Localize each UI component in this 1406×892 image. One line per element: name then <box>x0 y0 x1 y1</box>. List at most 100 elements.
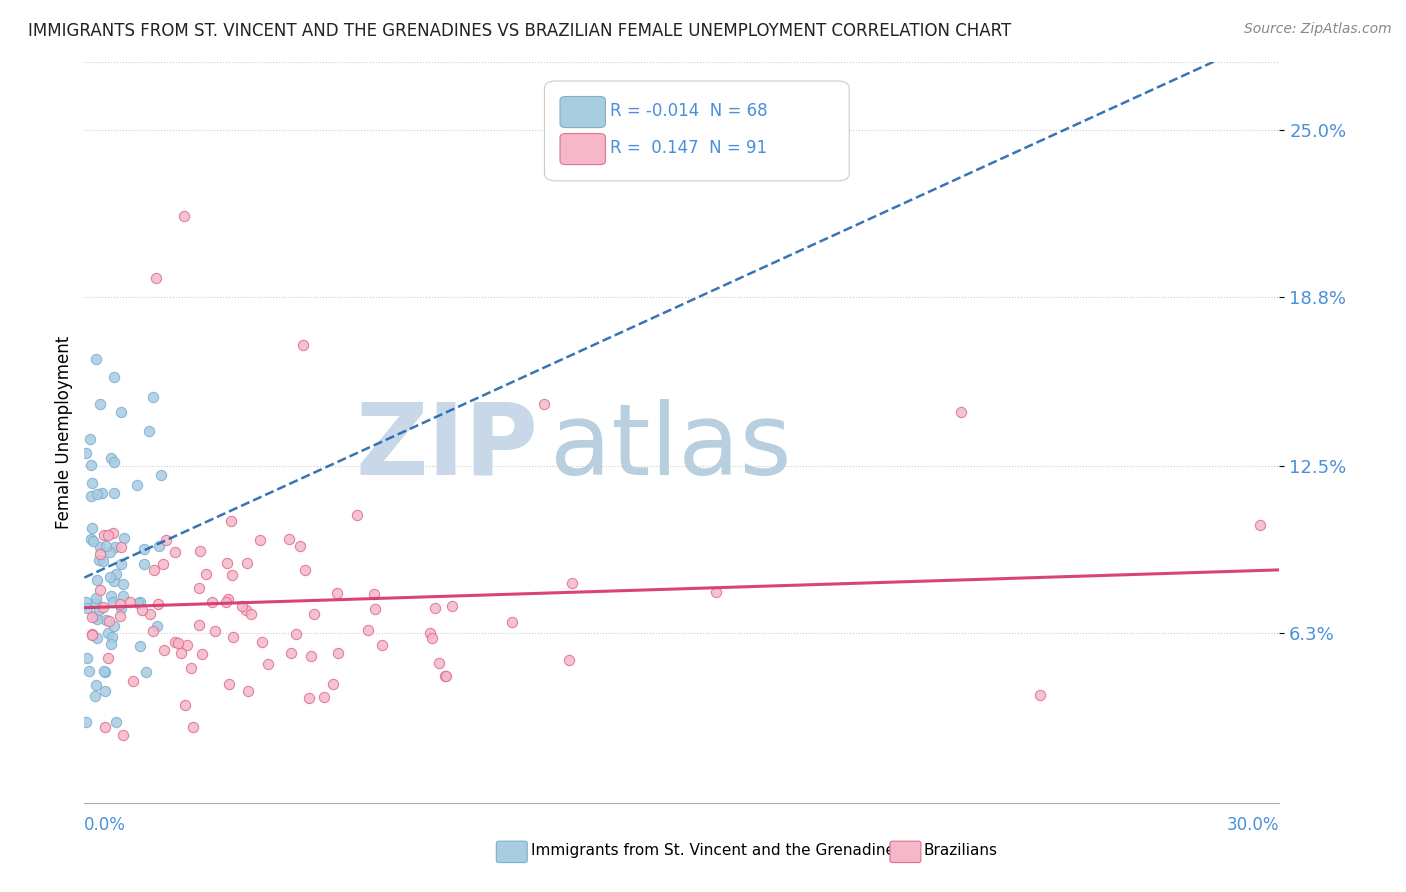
Point <box>533 397 555 411</box>
Point <box>292 338 315 352</box>
Point <box>104 540 127 554</box>
Point <box>153 642 176 657</box>
Point <box>145 270 167 285</box>
Point <box>217 557 239 571</box>
Text: Source: ZipAtlas.com: Source: ZipAtlas.com <box>1244 22 1392 37</box>
Point <box>90 486 112 500</box>
Point <box>103 455 125 469</box>
Point <box>180 661 202 675</box>
Point <box>257 657 280 672</box>
Point <box>501 615 523 629</box>
Point <box>97 651 120 665</box>
Point <box>138 424 160 438</box>
Point <box>201 595 224 609</box>
Point <box>148 539 170 553</box>
Point <box>93 665 115 680</box>
Text: R = -0.014  N = 68: R = -0.014 N = 68 <box>610 102 768 120</box>
Point <box>84 596 107 610</box>
Point <box>97 626 120 640</box>
Point <box>221 567 243 582</box>
Point <box>152 557 174 571</box>
Point <box>176 638 198 652</box>
Point <box>129 639 152 653</box>
Point <box>79 489 101 503</box>
Point <box>79 433 101 447</box>
Point <box>101 526 124 541</box>
Point <box>299 648 322 663</box>
Point <box>111 729 134 743</box>
FancyBboxPatch shape <box>560 134 606 165</box>
Point <box>80 533 103 547</box>
Point <box>141 390 163 404</box>
Point <box>89 397 111 411</box>
Point <box>187 581 209 595</box>
Point <box>252 635 274 649</box>
Point <box>103 574 125 588</box>
Point <box>294 563 316 577</box>
Point <box>218 677 240 691</box>
Point <box>89 547 111 561</box>
Point <box>169 646 191 660</box>
Point <box>298 690 321 705</box>
Point <box>112 532 135 546</box>
Point <box>434 669 457 683</box>
Point <box>100 545 122 559</box>
Point <box>425 601 447 615</box>
Point <box>132 558 155 572</box>
Point <box>1249 517 1271 532</box>
Point <box>326 646 349 660</box>
Point <box>277 532 299 546</box>
Point <box>75 714 97 729</box>
Point <box>194 567 217 582</box>
Text: 0.0%: 0.0% <box>84 816 127 834</box>
Point <box>132 541 155 556</box>
Point <box>76 601 98 615</box>
Point <box>165 545 187 559</box>
Point <box>108 608 131 623</box>
Point <box>441 599 464 614</box>
Point <box>235 603 257 617</box>
Point <box>104 566 127 581</box>
Point <box>312 690 335 704</box>
Text: IMMIGRANTS FROM ST. VINCENT AND THE GRENADINES VS BRAZILIAN FEMALE UNEMPLOYMENT : IMMIGRANTS FROM ST. VINCENT AND THE GREN… <box>28 22 1011 40</box>
Point <box>288 539 311 553</box>
Point <box>100 630 122 644</box>
Point <box>236 683 259 698</box>
Point <box>249 533 271 548</box>
Point <box>280 646 302 660</box>
Point <box>127 596 149 610</box>
Text: ZIP: ZIP <box>356 399 538 496</box>
Point <box>141 624 163 638</box>
Point <box>110 540 132 554</box>
Point <box>150 467 173 482</box>
Point <box>94 720 117 734</box>
Point <box>84 678 107 692</box>
Point <box>103 618 125 632</box>
Point <box>561 575 583 590</box>
Point <box>86 487 108 501</box>
Point <box>215 595 238 609</box>
Point <box>322 676 344 690</box>
Point <box>165 635 187 649</box>
Point <box>231 599 253 613</box>
Point <box>100 589 122 603</box>
Point <box>131 603 153 617</box>
Point <box>100 637 122 651</box>
Point <box>86 574 108 588</box>
Point <box>127 477 149 491</box>
Point <box>84 351 107 366</box>
Point <box>135 665 157 679</box>
Point <box>93 664 115 678</box>
Point <box>188 618 211 632</box>
Point <box>80 521 103 535</box>
Point <box>76 650 98 665</box>
Point <box>240 607 263 621</box>
Point <box>357 624 380 638</box>
Point <box>103 370 125 384</box>
Point <box>188 544 211 558</box>
Point <box>94 684 117 698</box>
Point <box>419 626 441 640</box>
Point <box>949 405 972 419</box>
Point <box>82 475 104 490</box>
Point <box>100 451 122 466</box>
